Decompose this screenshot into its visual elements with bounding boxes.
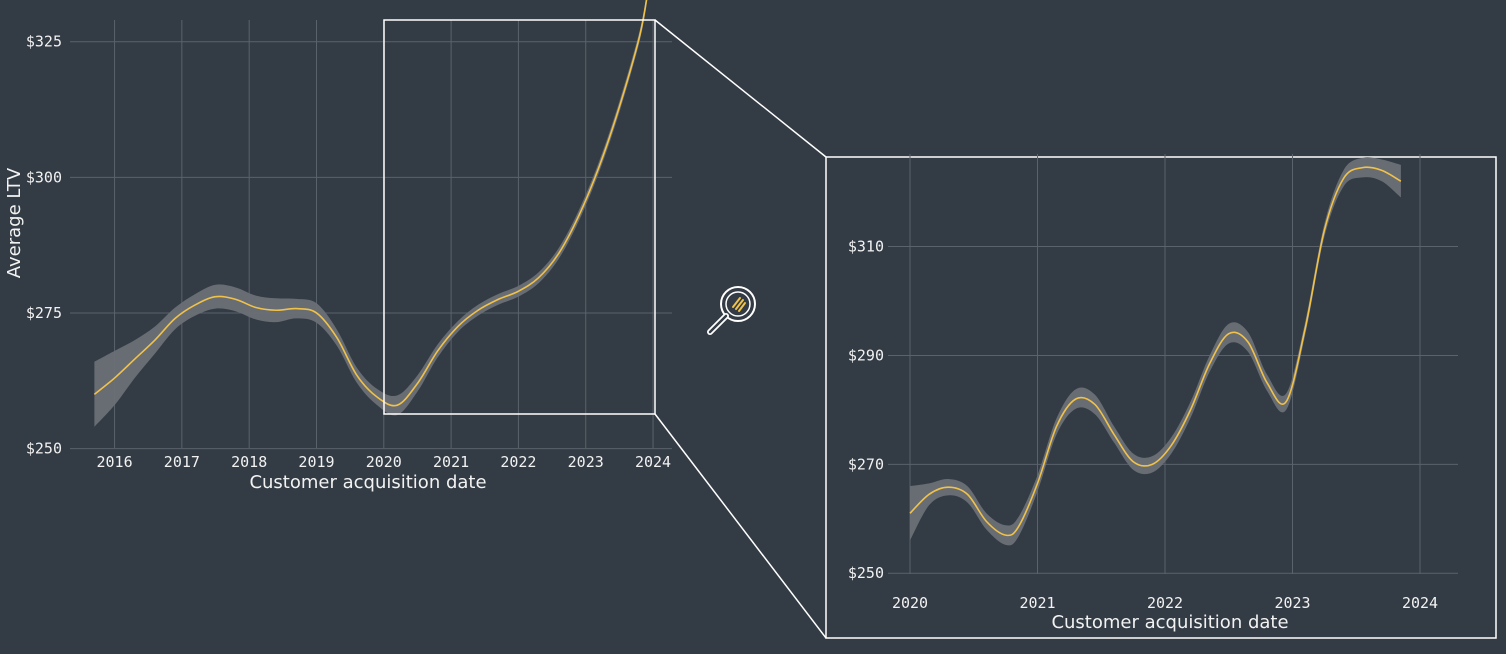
inset-grid	[888, 154, 1458, 574]
x-tick-label: 2016	[96, 453, 132, 471]
x-tick-label: 2022	[1147, 594, 1183, 612]
x-tick-label: 2023	[1274, 594, 1310, 612]
main-confidence-band-layer	[94, 0, 648, 427]
inset-tick-labels: 2020 2021 2022 2023 2024 $250 $270 $290 $310	[848, 238, 1438, 612]
inset-frame	[825, 156, 1497, 639]
x-tick-label: 2020	[366, 453, 402, 471]
x-tick-label: 2024	[1402, 594, 1438, 612]
trend-line	[93, 0, 648, 407]
x-tick-label: 2017	[164, 453, 200, 471]
y-tick-label: $275	[26, 304, 62, 322]
x-tick-label: 2023	[568, 453, 604, 471]
main-x-axis-title: Customer acquisition date	[249, 472, 486, 493]
inset-chart: 2020 2021 2022 2023 2024 $250 $270 $290 $310 Cus…	[848, 154, 1458, 633]
x-tick-label: 2024	[635, 453, 671, 471]
inset-trend-line-layer	[909, 166, 1402, 537]
y-tick-label: $300	[26, 168, 62, 186]
x-tick-label: 2021	[433, 453, 469, 471]
magnifier-icon[interactable]	[707, 286, 756, 335]
x-tick-label: 2019	[298, 453, 334, 471]
confidence-band	[94, 0, 648, 427]
main-y-axis-title: Average LTV	[4, 167, 25, 278]
zoom-window-frame[interactable]	[383, 19, 656, 415]
x-tick-label: 2020	[892, 594, 928, 612]
zoom-connector-bottom	[654, 413, 827, 639]
y-tick-label: $325	[26, 33, 62, 51]
inset-x-axis-title: Customer acquisition date	[1051, 612, 1288, 633]
inset-confidence-band-layer	[910, 157, 1401, 546]
main-chart: 2016 2017 2018 2019 2020 2021 2022 2023 2024 $250…	[4, 0, 672, 493]
x-tick-label: 2021	[1019, 594, 1055, 612]
trend-line	[909, 166, 1402, 537]
confidence-band	[910, 157, 1401, 546]
zoom-connector-top	[654, 19, 827, 158]
y-tick-label: $250	[26, 440, 62, 458]
y-tick-label: $270	[848, 455, 884, 473]
y-tick-label: $290	[848, 346, 884, 364]
x-tick-label: 2022	[500, 453, 536, 471]
y-tick-label: $250	[848, 564, 884, 582]
main-tick-labels: 2016 2017 2018 2019 2020 2021 2022 2023 2024 $250…	[26, 33, 671, 471]
y-tick-label: $310	[848, 238, 884, 256]
main-trend-line-layer	[93, 0, 648, 407]
x-tick-label: 2018	[231, 453, 267, 471]
